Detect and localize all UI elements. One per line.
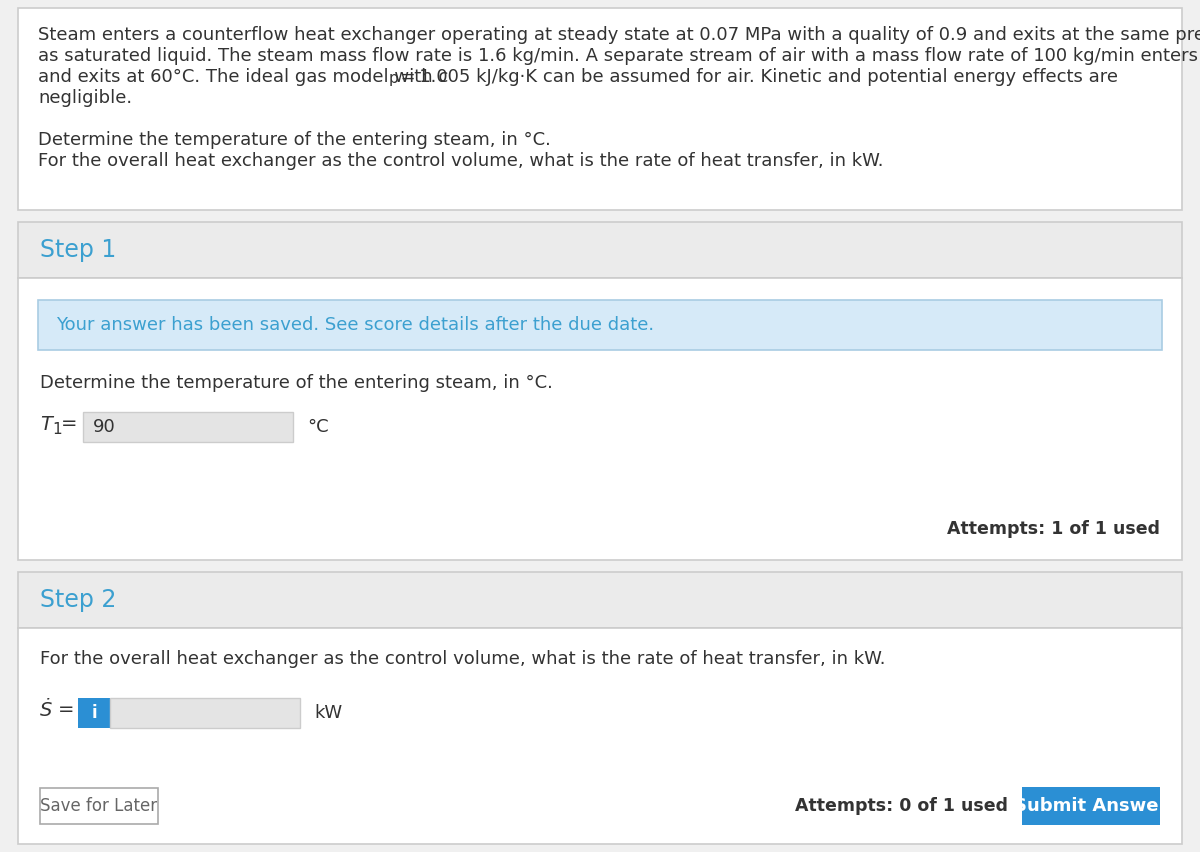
Text: Determine the temperature of the entering steam, in °C.: Determine the temperature of the enterin…: [38, 131, 551, 149]
Text: Attempts: 1 of 1 used: Attempts: 1 of 1 used: [947, 520, 1160, 538]
Text: i: i: [91, 704, 97, 722]
FancyBboxPatch shape: [18, 572, 1182, 628]
Text: Save for Later: Save for Later: [41, 797, 157, 815]
FancyBboxPatch shape: [110, 698, 300, 728]
Text: T: T: [40, 415, 52, 434]
FancyBboxPatch shape: [40, 788, 158, 824]
Text: =: =: [61, 415, 78, 434]
Text: Ṡ: Ṡ: [40, 700, 53, 719]
Text: 90: 90: [94, 418, 115, 436]
Text: Steam enters a counterflow heat exchanger operating at steady state at 0.07 MPa : Steam enters a counterflow heat exchange…: [38, 26, 1200, 44]
Text: negligible.: negligible.: [38, 89, 132, 107]
FancyBboxPatch shape: [1022, 787, 1160, 825]
Text: 1: 1: [52, 422, 61, 436]
Text: Step 1: Step 1: [40, 238, 116, 262]
Text: Submit Answer: Submit Answer: [1014, 797, 1168, 815]
Text: For the overall heat exchanger as the control volume, what is the rate of heat t: For the overall heat exchanger as the co…: [40, 650, 886, 668]
Text: Determine the temperature of the entering steam, in °C.: Determine the temperature of the enterin…: [40, 374, 553, 392]
FancyBboxPatch shape: [18, 278, 1182, 560]
FancyBboxPatch shape: [78, 698, 110, 728]
Text: and exits at 60°C. The ideal gas model with c: and exits at 60°C. The ideal gas model w…: [38, 68, 449, 86]
Text: = 1.005 kJ/kg·K can be assumed for air. Kinetic and potential energy effects are: = 1.005 kJ/kg·K can be assumed for air. …: [397, 68, 1118, 86]
Text: kW: kW: [314, 704, 342, 722]
Text: Step 2: Step 2: [40, 588, 116, 612]
Text: For the overall heat exchanger as the control volume, what is the rate of heat t: For the overall heat exchanger as the co…: [38, 152, 883, 170]
FancyBboxPatch shape: [18, 222, 1182, 278]
FancyBboxPatch shape: [18, 628, 1182, 844]
Text: p: p: [389, 71, 398, 86]
Text: as saturated liquid. The steam mass flow rate is 1.6 kg/min. A separate stream o: as saturated liquid. The steam mass flow…: [38, 47, 1200, 65]
FancyBboxPatch shape: [83, 412, 293, 442]
Text: Your answer has been saved. See score details after the due date.: Your answer has been saved. See score de…: [56, 316, 654, 334]
Text: =: =: [58, 700, 74, 719]
Text: Attempts: 0 of 1 used: Attempts: 0 of 1 used: [796, 797, 1008, 815]
Text: °C: °C: [307, 418, 329, 436]
FancyBboxPatch shape: [38, 300, 1162, 350]
FancyBboxPatch shape: [18, 8, 1182, 210]
